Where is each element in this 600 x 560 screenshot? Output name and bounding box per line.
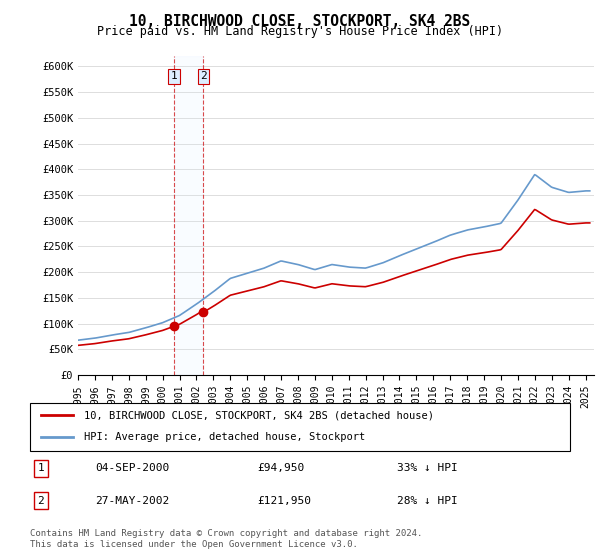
Text: 1: 1 [37,463,44,473]
Text: 2: 2 [37,496,44,506]
FancyBboxPatch shape [30,403,570,451]
Text: 1: 1 [170,72,178,81]
Text: Price paid vs. HM Land Registry's House Price Index (HPI): Price paid vs. HM Land Registry's House … [97,25,503,38]
Text: HPI: Average price, detached house, Stockport: HPI: Average price, detached house, Stoc… [84,432,365,442]
Text: 04-SEP-2000: 04-SEP-2000 [95,463,169,473]
Text: 33% ↓ HPI: 33% ↓ HPI [397,463,458,473]
Text: 10, BIRCHWOOD CLOSE, STOCKPORT, SK4 2BS: 10, BIRCHWOOD CLOSE, STOCKPORT, SK4 2BS [130,14,470,29]
Text: £121,950: £121,950 [257,496,311,506]
Text: Contains HM Land Registry data © Crown copyright and database right 2024.
This d: Contains HM Land Registry data © Crown c… [30,529,422,549]
Text: £94,950: £94,950 [257,463,304,473]
Text: 2: 2 [200,72,206,81]
Bar [174,56,203,375]
Text: 27-MAY-2002: 27-MAY-2002 [95,496,169,506]
Text: 10, BIRCHWOOD CLOSE, STOCKPORT, SK4 2BS (detached house): 10, BIRCHWOOD CLOSE, STOCKPORT, SK4 2BS … [84,410,434,420]
Text: 28% ↓ HPI: 28% ↓ HPI [397,496,458,506]
